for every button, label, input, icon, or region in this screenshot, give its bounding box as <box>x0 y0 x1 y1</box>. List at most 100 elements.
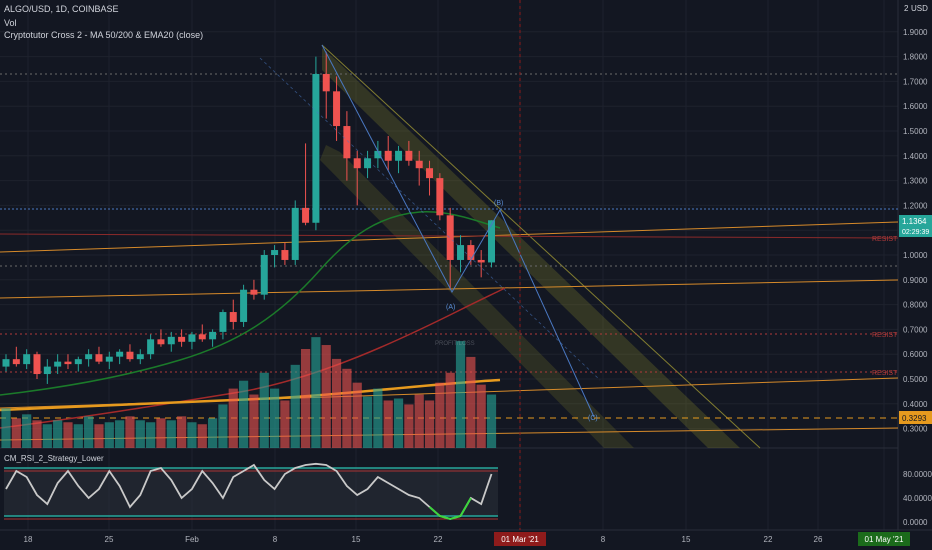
time-tick-highlight <box>494 532 546 546</box>
price-tick-label: 1.5000 <box>903 127 928 136</box>
target-price-badge <box>899 411 932 424</box>
volume-bar <box>331 358 342 448</box>
volume-bar <box>290 364 300 448</box>
volume-bar <box>300 349 311 448</box>
current-price-value: 1.1364 <box>902 217 927 226</box>
rsi-line <box>5 462 493 520</box>
price-tick-label: 1.4000 <box>903 152 928 161</box>
time-tick-label: 8 <box>601 535 606 544</box>
volume-bar <box>238 380 249 448</box>
rsi-tick-label: 40.0000 <box>903 494 932 503</box>
volume-bar <box>115 420 125 448</box>
price-tick-label: 0.5000 <box>903 375 928 384</box>
volume-bar <box>125 416 135 448</box>
orange-trendline-2 <box>0 279 899 299</box>
candle-body <box>446 215 454 260</box>
volume-bar <box>466 356 476 448</box>
price-tick-label: 1.9000 <box>903 28 928 37</box>
candle-body <box>477 259 485 263</box>
candle-body <box>260 255 268 295</box>
dashed-projection <box>259 57 601 381</box>
candle-body <box>415 160 423 169</box>
volume-bar <box>404 404 414 448</box>
channel-edge-line <box>321 44 761 449</box>
current-price-badge <box>899 215 932 237</box>
volume-bar <box>22 414 32 448</box>
volume-bar <box>249 394 259 448</box>
faded-annotation: PROFIT/LOSS <box>435 341 475 347</box>
candle-body <box>312 73 320 223</box>
candle-body <box>209 331 217 340</box>
volume-bar <box>63 422 73 448</box>
abc-wave-path <box>321 44 595 418</box>
volume-bar <box>94 424 104 448</box>
candle-body <box>240 289 248 322</box>
price-tick-label: 0.6000 <box>903 350 928 359</box>
volume-bar <box>53 420 63 448</box>
symbol-title[interactable]: ALGO/USD, 1D, COINBASE <box>4 4 119 14</box>
time-tick-label: 22 <box>434 535 443 544</box>
resist-label-2: RESIST <box>872 332 898 339</box>
volume-bar <box>32 420 42 448</box>
price-tick-label: 0.7000 <box>903 325 928 334</box>
price-tick-label: 0.9000 <box>903 276 928 285</box>
candle-body <box>136 354 144 360</box>
volume-bar <box>383 400 393 448</box>
volume-bar <box>280 400 290 448</box>
price-tick-label: 1.2000 <box>903 201 928 210</box>
candle-body <box>167 336 175 345</box>
candle-body <box>64 361 72 365</box>
price-tick-label: 1.6000 <box>903 102 928 111</box>
volume-bar <box>156 418 166 448</box>
volume-bar <box>187 422 197 448</box>
volume-bar <box>11 418 21 448</box>
candle-body <box>12 359 20 365</box>
volume-bar <box>228 388 238 448</box>
candle-body <box>229 312 237 322</box>
volume-bar <box>104 422 114 448</box>
wave-label-a: (A) <box>446 304 455 311</box>
volume-bar <box>42 424 52 448</box>
rsi-pane <box>4 462 498 520</box>
candle-body <box>426 168 434 179</box>
volume-bar <box>311 337 321 448</box>
volume-bar <box>197 424 207 448</box>
scale-badge[interactable]: 2 <box>904 4 909 13</box>
time-tick-label: 25 <box>105 535 114 544</box>
ma-indicator-legend[interactable]: Cryptotutor Cross 2 - MA 50/200 & EMA20 … <box>4 30 204 40</box>
volume-bar <box>259 372 269 448</box>
ma200-line <box>0 378 501 412</box>
candle-body <box>374 150 382 159</box>
currency-label[interactable]: USD <box>911 4 928 13</box>
volume-bar <box>166 420 176 448</box>
volume-bar <box>73 424 83 448</box>
time-tick-label: 22 <box>764 535 773 544</box>
time-tick-label: 18 <box>24 535 33 544</box>
candle-body <box>178 336 186 342</box>
candle-body <box>188 334 196 342</box>
rsi-oversold-segment <box>428 506 441 517</box>
time-axis[interactable]: 18 25 Feb 8 15 22 01 Mar '21 8 15 22 26 01 May '21 <box>24 0 910 546</box>
candle-body <box>74 359 82 365</box>
volume-bar <box>218 404 228 448</box>
volume-bar <box>84 416 94 448</box>
candle-body <box>33 354 41 375</box>
candle-body <box>2 359 10 367</box>
rsi-tick-label: 80.0000 <box>903 470 932 479</box>
rsi-legend[interactable]: CM_RSI_2_Strategy_Lower <box>4 454 104 463</box>
candles[interactable] <box>2 51 496 384</box>
volume-bar <box>476 384 486 448</box>
volume-bar <box>362 396 373 448</box>
price-tick-label: 0.3000 <box>903 425 928 434</box>
price-tick-label: 0.8000 <box>903 301 928 310</box>
volume-bars <box>1 337 497 448</box>
rsi-oversold-segment <box>439 515 451 520</box>
upper-channel-band <box>322 48 740 448</box>
time-tick-label: 15 <box>682 535 691 544</box>
volume-legend[interactable]: Vol <box>4 18 17 28</box>
candle-body <box>488 220 496 263</box>
volume-bar <box>373 388 383 448</box>
rsi-oversold-segment <box>459 497 472 517</box>
